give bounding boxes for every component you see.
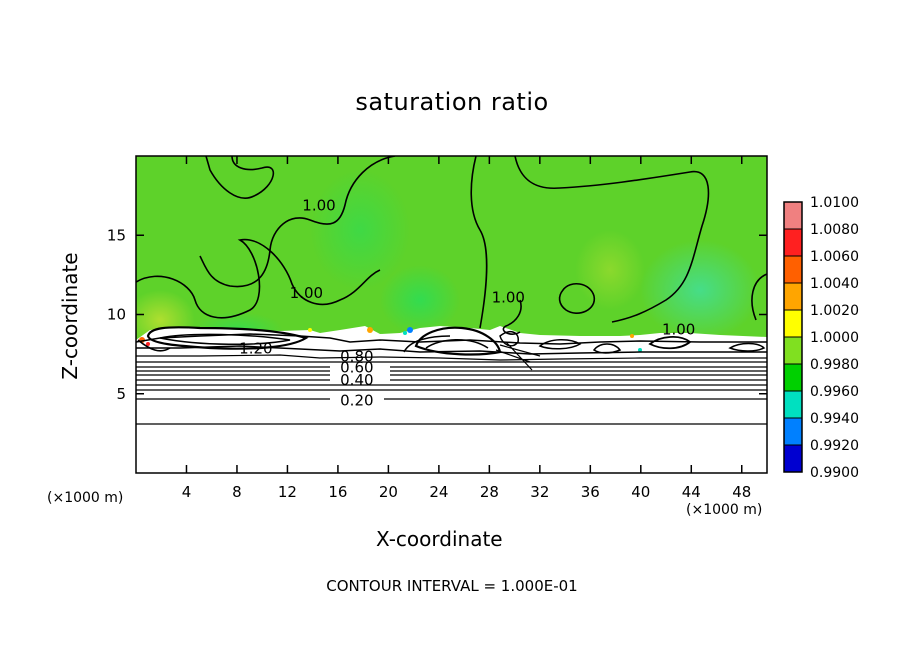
contour-line (499, 331, 519, 347)
contour-line (648, 336, 692, 350)
colorbar-label: 0.9920 (810, 438, 859, 454)
field-patch (310, 170, 410, 290)
field-speck (403, 331, 407, 335)
contour-label: 1.00 (302, 197, 335, 215)
contour-line (495, 341, 541, 371)
contour-line (136, 354, 767, 361)
x-tick-label: 4 (182, 483, 192, 501)
field-speck (407, 327, 413, 333)
contour-label: 1.00 (290, 284, 323, 302)
contour-line (159, 333, 291, 345)
x-axis-ticks: 4 8 12 16 20 24 28 32 36 40 44 48 (182, 156, 751, 501)
x-tick-label: 20 (379, 483, 398, 501)
colorbar-label: 0.9940 (810, 411, 859, 427)
field-speck (308, 328, 312, 332)
contour-line (558, 283, 595, 314)
colorbar-label: 1.0060 (810, 249, 859, 265)
contour-line (502, 299, 522, 335)
field-speck (367, 327, 373, 333)
contour-label: 0.20 (340, 392, 373, 410)
colorbar-label: 0.9900 (810, 465, 859, 481)
contour-label: 1.20 (239, 339, 272, 357)
colorbar-swatch (784, 229, 802, 256)
colorbar: 1.0100 1.0080 1.0060 1.0040 1.0020 1.0000 0.99… (783, 195, 859, 481)
colorbar-swatch (784, 445, 802, 472)
colorbar-swatch (784, 364, 802, 391)
heatmap-field (136, 156, 767, 473)
colorbar-swatch (784, 310, 802, 337)
contour-line (403, 335, 451, 353)
x-tick-label: 36 (581, 483, 600, 501)
colorbar-label: 1.0080 (810, 222, 859, 238)
contour-line (514, 156, 710, 323)
colorbar-swatch (784, 256, 802, 283)
contour-labels: 1.00 1.00 1.00 1.00 1.20 0.800.600.40 0.20 (239, 197, 695, 410)
colorbar-label: 0.9960 (810, 384, 859, 400)
x-tick-label: 16 (328, 483, 347, 501)
field-patch (380, 265, 460, 335)
y-unit-label: (×1000 m) (47, 490, 124, 506)
colorbar-label: 1.0020 (810, 303, 859, 319)
field-patch (575, 230, 645, 310)
contour-line (425, 339, 489, 349)
colorbar-label: 1.0100 (810, 195, 859, 211)
contour-line (538, 339, 582, 350)
contour-line (751, 273, 767, 321)
chart-title: saturation ratio (355, 88, 549, 116)
field-speck (638, 348, 642, 352)
x-tick-label: 40 (631, 483, 650, 501)
colorbar-label: 0.9980 (810, 357, 859, 373)
y-tick-label: 15 (107, 226, 126, 244)
colorbar-label: 1.0000 (810, 330, 859, 346)
contour-line (592, 343, 622, 354)
x-tick-label: 48 (732, 483, 751, 501)
field-speck (630, 334, 634, 338)
colorbar-swatch (784, 418, 802, 445)
contour-label: 1.00 (492, 289, 525, 307)
contour-label: 0.40 (340, 371, 373, 389)
contour-line (146, 326, 309, 350)
field-speck (146, 342, 150, 346)
contour-lines-1-00 (136, 156, 767, 352)
colorbar-swatch (784, 283, 802, 310)
contour-line (136, 238, 381, 319)
x-tick-label: 28 (480, 483, 499, 501)
contour-interval-note: CONTOUR INTERVAL = 1.000E-01 (326, 577, 578, 595)
contour-label: 0.80 (340, 347, 373, 365)
x-tick-label: 32 (530, 483, 549, 501)
contour-line (470, 156, 488, 329)
x-axis-label: X-coordinate (376, 527, 503, 551)
x-tick-label: 44 (682, 483, 701, 501)
contour-label: 0.60 (340, 358, 373, 376)
contour-lines-stack (136, 326, 767, 425)
field-patch (640, 240, 760, 340)
colorbar-label: 1.0040 (810, 276, 859, 292)
contour-label: 1.00 (662, 320, 695, 338)
contour-line (137, 339, 171, 352)
y-axis-ticks: 5 10 15 (107, 226, 767, 403)
x-tick-label: 12 (278, 483, 297, 501)
colorbar-swatch (784, 391, 802, 418)
contour-line (728, 342, 766, 352)
contour-line (199, 156, 396, 288)
y-tick-label: 10 (107, 306, 126, 324)
contour-line (414, 326, 502, 356)
y-tick-label: 5 (116, 385, 126, 403)
colorbar-swatch (784, 202, 802, 229)
contour-line (205, 156, 275, 199)
contour-line (136, 345, 767, 355)
colorbar-swatch (784, 337, 802, 364)
x-tick-label: 24 (429, 483, 448, 501)
x-tick-label: 8 (232, 483, 242, 501)
x-unit-label: (×1000 m) (686, 502, 763, 518)
y-axis-label: Z-coordinate (58, 252, 82, 380)
